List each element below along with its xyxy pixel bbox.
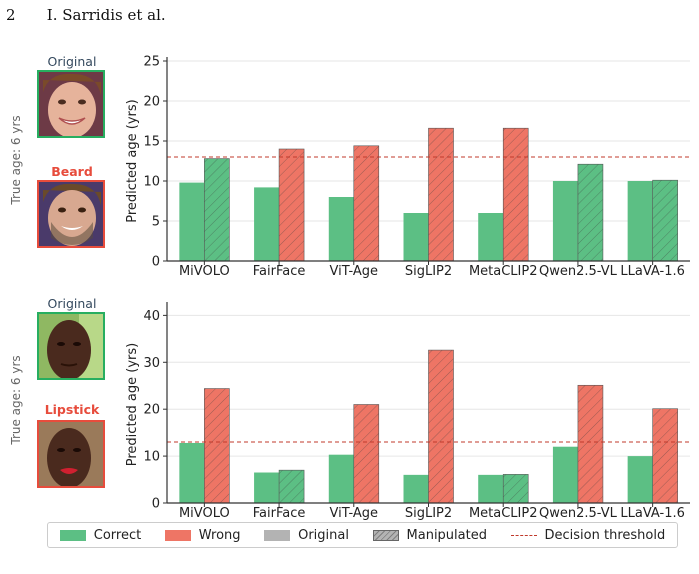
bar-manipulated: [502, 474, 529, 504]
manipulated-swatch: [372, 529, 399, 541]
wrong-swatch: [164, 529, 191, 541]
bar-manipulated: [652, 179, 678, 262]
bar-manipulated: [204, 158, 230, 262]
original-caption-1: Original: [47, 54, 97, 69]
y-tick-label: 30: [143, 356, 160, 371]
child-face-icon: [39, 72, 103, 138]
page-header: 2 I. Sarridis et al.: [6, 6, 166, 24]
bar-original: [552, 446, 578, 503]
bar-original: [328, 454, 354, 503]
bar-original: [254, 472, 280, 503]
child-face-icon-2: [39, 314, 103, 380]
bar-hatch: [353, 404, 379, 503]
manipulation-caption-1: Beard: [51, 164, 93, 179]
y-tick-label: 40: [143, 309, 160, 324]
legend-item-threshold: Decision threshold: [510, 528, 665, 543]
y-tick-label: 20: [143, 95, 160, 110]
bar-manipulated: [278, 148, 305, 262]
y-tick-label: 5: [152, 215, 160, 230]
bar-hatch: [577, 164, 603, 261]
x-tick-label: FairFace: [253, 506, 306, 521]
bar-hatch: [204, 388, 230, 503]
chart-legend: Correct Wrong Original Manipulated Decis…: [47, 522, 678, 548]
x-tick-label: MetaCLIP2: [469, 506, 538, 521]
bar-original: [328, 197, 354, 261]
original-caption-2: Original: [47, 296, 97, 311]
bar-hatch: [503, 128, 529, 261]
bar-manipulated: [428, 127, 454, 262]
x-tick-label: MetaCLIP2: [469, 264, 538, 279]
x-tick-label: MiVOLO: [179, 506, 230, 521]
bar-hatch: [428, 128, 454, 261]
bar-manipulated: [353, 404, 380, 504]
page-number: 2: [6, 6, 16, 24]
bar-original: [478, 213, 504, 261]
y-tick-label: 20: [143, 403, 160, 418]
x-tick-label: ViT-Age: [330, 264, 379, 279]
bar-manipulated: [204, 388, 230, 504]
bar-manipulated: [278, 469, 305, 504]
x-tick-label: Qwen2.5-VL: [539, 506, 618, 521]
bar-manipulated: [502, 127, 529, 262]
bar-original: [478, 474, 504, 503]
true-age-label-2: True age: 6 yrs: [9, 355, 23, 445]
y-axis-label: Predicted age (yrs): [125, 343, 140, 466]
bar-manipulated: [353, 145, 380, 262]
bar-hatch: [428, 350, 454, 503]
manipulated-face-image-1: [37, 180, 105, 248]
x-tick-label: LLaVA-1.6: [620, 506, 685, 521]
bar-hatch: [652, 408, 678, 503]
true-age-label-1: True age: 6 yrs: [9, 115, 23, 205]
legend-item-wrong: Wrong: [164, 528, 241, 543]
legend-item-correct: Correct: [59, 528, 141, 543]
correct-swatch: [59, 529, 86, 541]
y-axis-label: Predicted age (yrs): [125, 99, 140, 222]
x-tick-label: SigLIP2: [405, 264, 452, 279]
legend-item-original: Original: [264, 528, 349, 543]
bar-manipulated: [577, 163, 604, 262]
x-tick-label: ViT-Age: [330, 506, 379, 521]
child-face-lipstick-icon: [39, 422, 103, 488]
bar-original: [179, 182, 205, 261]
bar-manipulated: [577, 384, 604, 504]
bar-original: [627, 181, 653, 261]
bar-manipulated: [428, 349, 454, 504]
x-tick-label: LLaVA-1.6: [620, 264, 685, 279]
original-swatch: [264, 529, 291, 541]
bar-original: [627, 456, 653, 503]
bar-hatch: [204, 158, 230, 261]
bar-hatch: [279, 470, 305, 503]
chart-1: 0 5 10 15 20 25 Predicted age (yrs) MiVOLO FairF…: [125, 55, 690, 279]
y-tick-label: 10: [143, 450, 160, 465]
y-tick-label: 10: [143, 175, 160, 190]
x-tick-label: Qwen2.5-VL: [539, 264, 618, 279]
threshold-swatch: [510, 534, 537, 536]
bar-hatch: [279, 149, 305, 261]
bar-hatch: [503, 474, 529, 503]
y-tick-label: 25: [143, 55, 160, 70]
x-tick-label: SigLIP2: [405, 506, 452, 521]
bar-original: [552, 181, 578, 261]
bar-manipulated: [652, 408, 678, 504]
child-face-beard-icon: [39, 182, 103, 246]
manipulated-face-image-2: [37, 420, 105, 488]
bar-original: [179, 442, 205, 503]
bar-original: [403, 474, 429, 503]
manipulation-caption-2: Lipstick: [44, 402, 100, 417]
x-tick-label: MiVOLO: [179, 264, 230, 279]
y-tick-label: 15: [143, 135, 160, 150]
y-tick-label: 0: [152, 497, 160, 512]
legend-item-manipulated: Manipulated: [372, 528, 487, 543]
original-face-image-2: [37, 312, 105, 380]
bar-hatch: [577, 385, 603, 503]
original-face-image-1: [37, 70, 105, 138]
bar-original: [254, 187, 280, 261]
chart-2: 0 10 20 30 40 Predicted age (yrs) MiVOLO FairFa…: [125, 302, 690, 521]
y-tick-label: 0: [152, 255, 160, 270]
bar-hatch: [353, 145, 379, 261]
bar-original: [403, 213, 429, 261]
running-title: I. Sarridis et al.: [46, 6, 166, 24]
x-tick-label: FairFace: [253, 264, 306, 279]
bar-hatch: [652, 180, 678, 261]
